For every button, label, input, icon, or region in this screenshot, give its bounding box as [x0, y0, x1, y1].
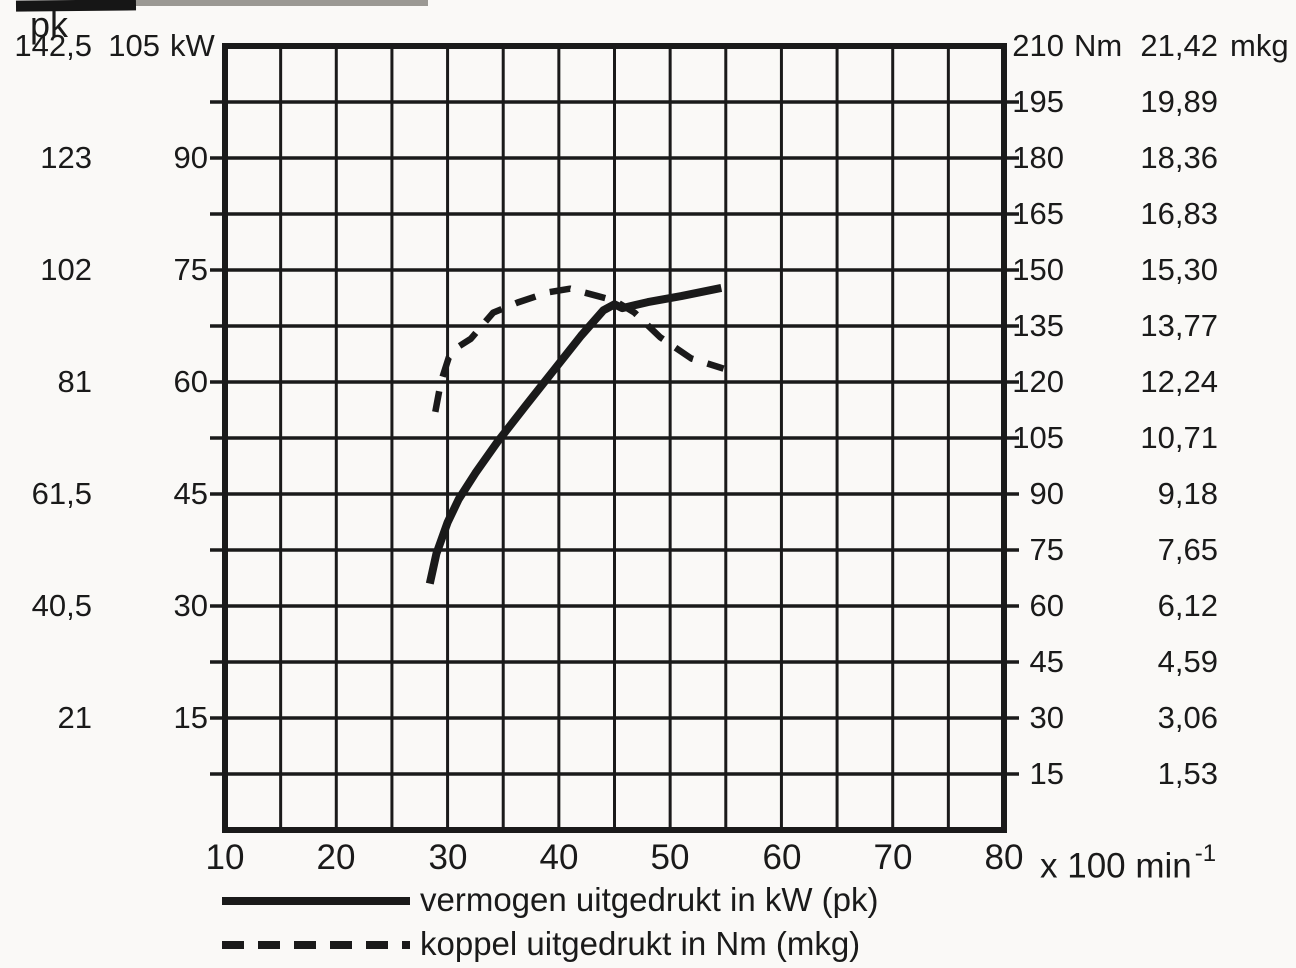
- mkg-tick-label: 21,42: [1140, 28, 1218, 63]
- kw-tick-label: 15: [173, 700, 208, 735]
- pk-tick-label: 123: [40, 140, 92, 175]
- x-tick-label: 60: [762, 838, 802, 877]
- mkg-tick-label: 13,77: [1140, 308, 1218, 343]
- legend-dashed-line-swatch: [222, 941, 410, 949]
- kw-tick-label: 90: [173, 140, 208, 175]
- kw-tick-label: 60: [173, 364, 208, 399]
- mkg-tick-label: 15,30: [1140, 252, 1218, 287]
- x-tick-label: 20: [316, 838, 356, 877]
- mkg-tick-label: 18,36: [1140, 140, 1218, 175]
- scan-artifact-bar-light: [136, 0, 428, 6]
- pk-tick-label: 21: [57, 700, 92, 735]
- mkg-tick-label: 4,59: [1157, 644, 1218, 679]
- mkg-tick-label: 19,89: [1140, 84, 1218, 119]
- kw-tick-label: 30: [173, 588, 208, 623]
- mkg-tick-label: 7,65: [1157, 532, 1218, 567]
- pk-axis-title: pk: [30, 4, 69, 45]
- mkg-tick-label: 16,83: [1140, 196, 1218, 231]
- mkg-tick-label: 10,71: [1140, 420, 1218, 455]
- x-axis-unit-exponent: -1: [1194, 840, 1217, 867]
- pk-tick-label: 61,5: [31, 476, 92, 511]
- pk-tick-label: 81: [57, 364, 92, 399]
- mkg-tick-label: 1,53: [1157, 756, 1218, 791]
- legend-label-power: vermogen uitgedrukt in kW (pk): [420, 881, 879, 918]
- x-axis-unit: x 100 min -1: [1040, 838, 1217, 887]
- mkg-tick-label: 12,24: [1140, 364, 1218, 399]
- mkg-tick-label: 9,18: [1157, 476, 1218, 511]
- mkg-tick-label: 6,12: [1157, 588, 1218, 623]
- kw-tick-label: 105: [108, 28, 160, 63]
- legend-label-torque: koppel uitgedrukt in Nm (mkg): [420, 925, 861, 962]
- x-tick-label: 70: [873, 838, 913, 877]
- x-tick-label: 80: [984, 838, 1024, 877]
- x-tick-label: 40: [539, 838, 579, 877]
- mkg-axis-unit: mkg: [1230, 28, 1289, 63]
- x-tick-label: 10: [205, 838, 245, 877]
- x-tick-label: 50: [650, 838, 690, 877]
- legend-solid-line-swatch: [222, 897, 410, 905]
- kw-axis-unit: kW: [170, 28, 215, 63]
- x-axis-unit-text: x 100 min: [1040, 846, 1192, 886]
- x-tick-label: 30: [428, 838, 468, 877]
- pk-tick-label: 40,5: [31, 588, 92, 623]
- kw-tick-label: 45: [173, 476, 208, 511]
- kw-tick-label: 75: [173, 252, 208, 287]
- pk-tick-label: 102: [40, 252, 92, 287]
- mkg-tick-label: 3,06: [1157, 700, 1218, 735]
- plot-area: [210, 43, 1019, 833]
- nm-axis-unit: Nm: [1074, 28, 1123, 63]
